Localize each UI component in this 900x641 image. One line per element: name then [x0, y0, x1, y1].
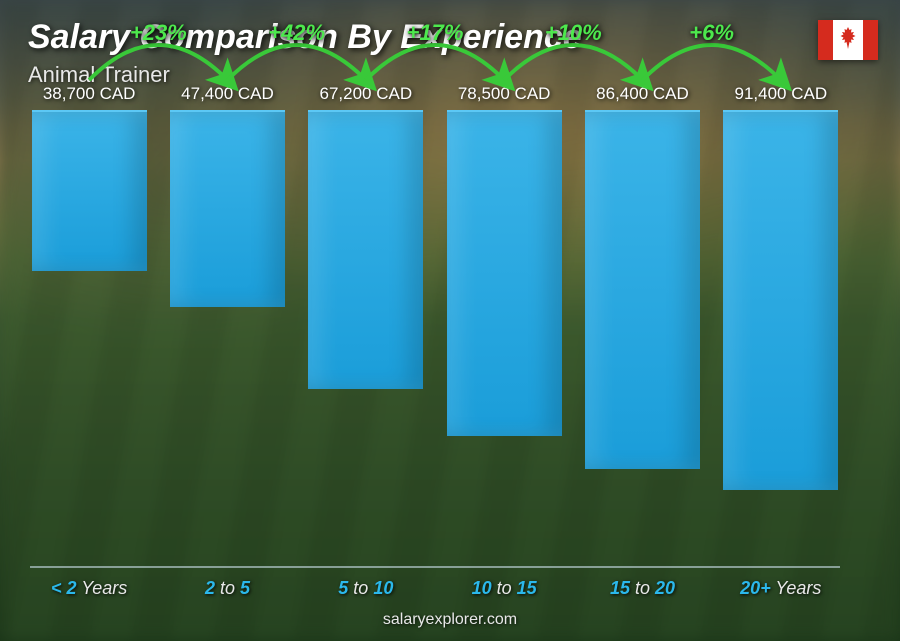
bar-wrap: 67,200 CAD — [307, 110, 425, 561]
x-axis-label: 5 to 10 — [307, 578, 425, 599]
bar-chart: 38,700 CAD47,400 CAD67,200 CAD78,500 CAD… — [30, 110, 840, 561]
bar: 47,400 CAD — [170, 110, 285, 307]
bar-value-label: 86,400 CAD — [596, 84, 689, 104]
bar-value-label: 91,400 CAD — [734, 84, 827, 104]
increase-label: +42% — [268, 20, 325, 46]
bar: 91,400 CAD — [723, 110, 838, 490]
x-axis-label: 20+ Years — [722, 578, 840, 599]
increase-label: +23% — [130, 20, 187, 46]
x-axis-label: < 2 Years — [30, 578, 148, 599]
bar: 78,500 CAD — [447, 110, 562, 436]
maple-leaf-icon — [838, 27, 858, 53]
bar: 86,400 CAD — [585, 110, 700, 469]
bar-value-label: 78,500 CAD — [458, 84, 551, 104]
x-axis-label: 10 to 15 — [445, 578, 563, 599]
flag-band-right — [863, 20, 878, 60]
bar: 38,700 CAD — [32, 110, 147, 271]
x-axis-label: 2 to 5 — [168, 578, 286, 599]
increase-label: +6% — [689, 20, 734, 46]
bar-wrap: 91,400 CAD — [722, 110, 840, 561]
bar-wrap: 78,500 CAD — [445, 110, 563, 561]
increase-label: +17% — [407, 20, 464, 46]
bar-wrap: 38,700 CAD — [30, 110, 148, 561]
bar-value-label: 38,700 CAD — [43, 84, 136, 104]
increase-arc — [642, 45, 780, 80]
bar-wrap: 86,400 CAD — [583, 110, 701, 561]
country-flag-canada — [818, 20, 878, 60]
increase-label: +10% — [545, 20, 602, 46]
bars-group: 38,700 CAD47,400 CAD67,200 CAD78,500 CAD… — [30, 110, 840, 561]
bar-wrap: 47,400 CAD — [168, 110, 286, 561]
source-footer: salaryexplorer.com — [0, 611, 900, 629]
flag-band-center — [833, 20, 863, 60]
chart-container: Salary Comparison By Experience Animal T… — [0, 0, 900, 641]
bar: 67,200 CAD — [308, 110, 423, 389]
bar-value-label: 67,200 CAD — [320, 84, 413, 104]
x-axis: < 2 Years 2 to 5 5 to 10 10 to 15 15 to 20 20… — [30, 566, 840, 599]
flag-band-left — [818, 20, 833, 60]
bar-value-label: 47,400 CAD — [181, 84, 274, 104]
x-axis-label: 15 to 20 — [583, 578, 701, 599]
